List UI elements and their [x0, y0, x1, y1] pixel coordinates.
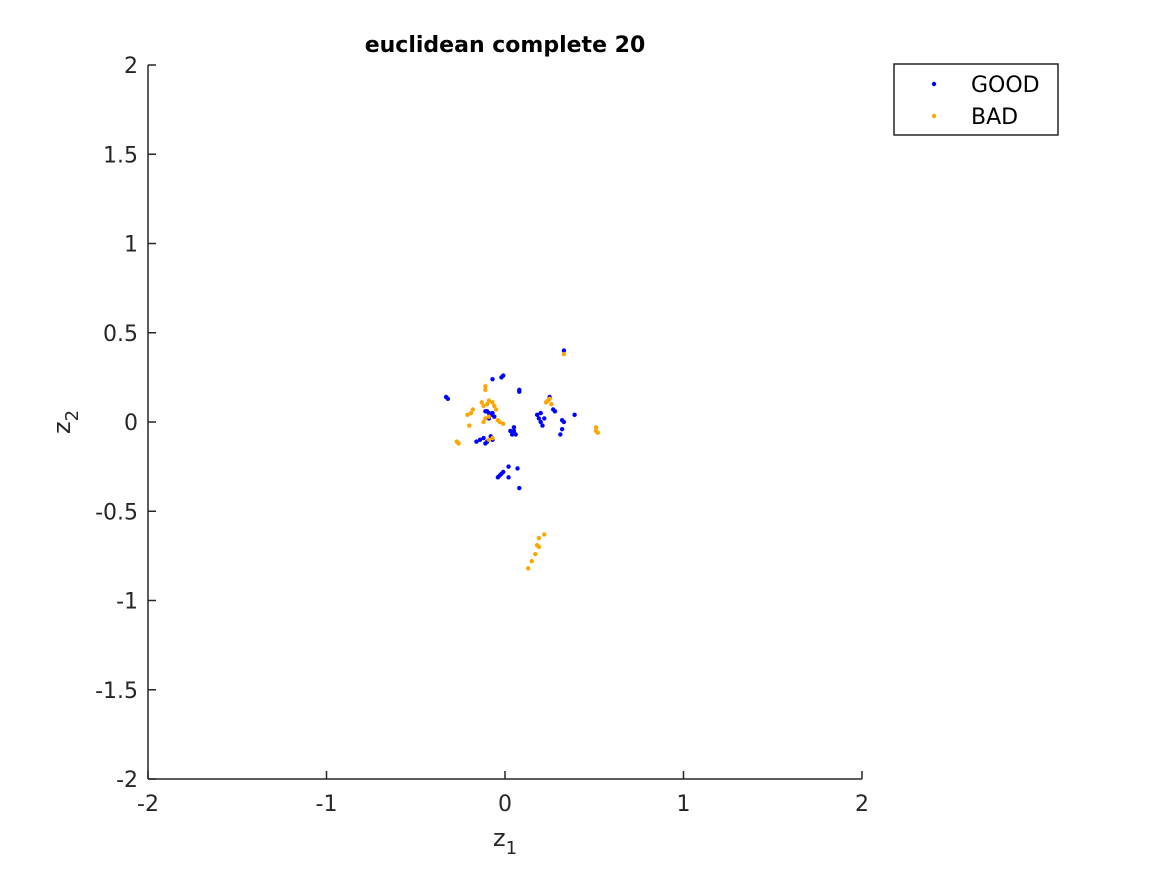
data-point-bad: [497, 419, 502, 425]
data-point-good: [536, 416, 542, 421]
data-point-bad: [483, 387, 488, 393]
data-point-bad: [481, 419, 486, 425]
data-point-bad: [470, 407, 476, 412]
x-axis-title-subscript: 1: [506, 838, 517, 859]
data-point-good: [542, 416, 547, 421]
data-point-bad: [536, 544, 542, 550]
y-axis-ticks: -2 -1.5 -1 -0.5 0 0.5 1 1.5 2: [95, 54, 156, 793]
x-axis-ticks: -2 -1 0 1 2: [137, 771, 869, 817]
y-axis-title: z2: [48, 410, 83, 434]
y-tick-label: 0: [124, 411, 138, 436]
data-point-bad: [501, 421, 506, 426]
data-points: [443, 348, 601, 571]
x-tick-label: 1: [677, 792, 691, 817]
data-point-bad: [490, 400, 495, 405]
y-tick-label: -2: [116, 768, 138, 793]
y-axis-title-main: z: [48, 421, 76, 434]
data-point-good: [445, 396, 451, 401]
chart-title: euclidean complete 20: [365, 33, 646, 58]
plot-area: -2 -1 0 1 2 -2 -1.5 -1 -0.5 0 0.5 1 1.5 2: [95, 54, 869, 817]
data-point-good: [484, 409, 490, 414]
data-point-good: [538, 410, 543, 416]
data-point-bad: [479, 400, 484, 405]
y-tick-label: -1: [116, 590, 138, 615]
data-point-bad: [484, 401, 490, 407]
data-point-good: [508, 428, 513, 434]
data-point-good: [561, 348, 567, 353]
data-point-bad: [533, 551, 538, 557]
data-point-bad: [595, 430, 601, 435]
legend-marker-good: [931, 81, 937, 87]
data-point-good: [492, 414, 497, 419]
legend-label-good: GOOD: [971, 73, 1040, 98]
data-point-good: [513, 432, 518, 437]
legend: GOOD BAD: [893, 63, 1059, 136]
data-point-bad: [486, 437, 492, 443]
data-point-good: [490, 410, 495, 416]
data-point-good: [561, 419, 567, 425]
x-tick-label: -1: [316, 792, 338, 817]
data-point-good: [490, 376, 495, 382]
data-point-good: [511, 428, 517, 434]
data-point-bad: [529, 559, 534, 564]
data-point-bad: [486, 398, 492, 403]
x-tick-label: 0: [498, 792, 512, 817]
x-tick-label: 2: [855, 792, 869, 817]
legend-box: [893, 63, 1059, 136]
data-point-bad: [549, 401, 554, 407]
data-point-good: [506, 464, 511, 469]
x-axis-title: z1: [493, 824, 517, 859]
data-point-bad: [483, 416, 488, 421]
y-tick-label: -0.5: [95, 500, 138, 525]
data-point-bad: [467, 423, 472, 428]
data-point-good: [509, 432, 515, 437]
x-tick-label: -2: [137, 792, 159, 817]
data-point-good: [511, 425, 517, 430]
data-point-good: [481, 435, 486, 441]
data-point-bad: [547, 396, 552, 401]
data-point-bad: [490, 435, 495, 441]
data-point-good: [572, 412, 577, 418]
data-point-good: [501, 469, 506, 475]
data-point-good: [474, 439, 479, 444]
data-point-good: [558, 432, 563, 437]
data-point-good: [501, 373, 506, 378]
data-point-good: [559, 426, 565, 432]
data-point-bad: [492, 403, 497, 409]
y-tick-label: 1.5: [103, 143, 138, 168]
data-point-bad: [593, 425, 599, 430]
y-axis-title-subscript: 2: [62, 410, 83, 421]
y-tick-label: 0.5: [103, 322, 138, 347]
y-tick-label: -1.5: [95, 679, 138, 704]
data-point-good: [477, 437, 483, 443]
x-axis-title-main: z: [493, 824, 506, 852]
data-point-bad: [465, 412, 470, 418]
data-point-good: [506, 475, 511, 480]
data-point-bad: [468, 410, 474, 416]
data-point-bad: [481, 403, 486, 409]
data-point-bad: [486, 414, 492, 419]
y-tick-label: 2: [124, 54, 138, 79]
data-point-bad: [536, 535, 542, 541]
data-point-good: [517, 389, 522, 394]
data-point-bad: [483, 384, 488, 389]
data-point-bad: [542, 532, 547, 537]
data-point-good: [540, 423, 545, 428]
y-tick-label: 1: [124, 233, 138, 258]
data-point-good: [534, 412, 540, 418]
data-point-bad: [561, 351, 567, 357]
data-point-bad: [493, 407, 499, 412]
data-point-good: [552, 409, 558, 414]
data-point-good: [538, 419, 543, 425]
data-point-good: [517, 485, 522, 491]
data-point-bad: [456, 441, 461, 446]
legend-label-bad: BAD: [971, 105, 1018, 130]
data-point-good: [515, 466, 520, 471]
data-point-bad: [526, 566, 531, 571]
legend-marker-bad: [931, 113, 937, 119]
